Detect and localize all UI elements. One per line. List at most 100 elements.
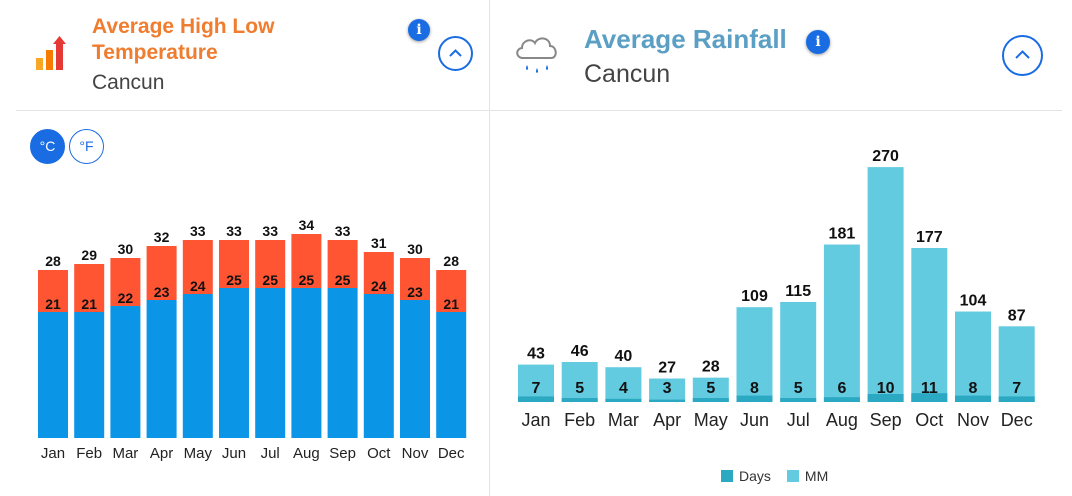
rainfall-days-label: 5 — [575, 380, 584, 397]
low-temp-label: 25 — [335, 272, 351, 288]
rainfall-days-bar — [911, 393, 948, 402]
temperature-panel: Average High Low Temperature Cancun i °C… — [16, 0, 489, 496]
rainfall-mm-label: 43 — [527, 346, 545, 363]
low-temp-bar — [182, 294, 213, 438]
rainfall-mm-bar — [955, 311, 991, 402]
temperature-collapse-button[interactable] — [438, 36, 473, 71]
rainfall-mm-label: 27 — [658, 360, 676, 377]
rainfall-mm-bar — [998, 326, 1035, 402]
rainfall-mm-label: 115 — [785, 283, 811, 300]
month-label: Oct — [367, 445, 391, 462]
month-label: Sep — [329, 445, 356, 462]
fahrenheit-toggle[interactable]: °F — [69, 129, 104, 164]
month-label: Apr — [653, 410, 681, 430]
month-label: Aug — [826, 410, 858, 430]
high-temp-label: 28 — [45, 253, 61, 269]
high-temp-label: 30 — [118, 241, 134, 257]
rainfall-days-bar — [605, 398, 642, 402]
rainfall-mm-label: 104 — [960, 293, 987, 310]
celsius-toggle[interactable]: °C — [30, 129, 65, 164]
low-temp-label: 25 — [226, 272, 242, 288]
month-label: Feb — [76, 445, 102, 462]
low-temp-bar — [291, 288, 322, 438]
low-temp-label: 21 — [45, 296, 61, 312]
temperature-chart: 28 21 Jan 29 21 Feb 30 22 Mar 32 23 Apr 33 24 May 33 25 J… — [38, 217, 467, 462]
rainfall-days-bar — [692, 398, 729, 402]
rainfall-days-label: 6 — [837, 380, 846, 397]
month-label: Jun — [740, 410, 769, 430]
rainfall-mm-bar — [518, 364, 554, 402]
legend-days-swatch — [721, 470, 733, 482]
temperature-location: Cancun — [92, 71, 165, 94]
rainfall-days-label: 8 — [969, 380, 978, 397]
legend-mm-label: MM — [804, 468, 829, 484]
rainfall-days-label: 4 — [619, 380, 628, 397]
rainfall-days-bar — [649, 399, 686, 402]
temperature-title: Average High Low Temperature — [92, 15, 275, 64]
high-temp-bar — [436, 270, 467, 312]
high-temp-bar — [291, 234, 322, 288]
rainfall-mm-label: 270 — [872, 148, 899, 165]
low-temp-label: 21 — [81, 296, 97, 312]
rainfall-mm-label: 177 — [916, 229, 943, 246]
month-label: Oct — [915, 410, 943, 430]
month-label: Jan — [41, 445, 65, 462]
high-temp-label: 32 — [154, 229, 170, 245]
low-temp-bar — [400, 300, 430, 438]
rainfall-days-label: 11 — [921, 380, 938, 397]
rainfall-mm-bar — [649, 378, 686, 402]
rainfall-days-bar — [998, 396, 1035, 402]
rainfall-days-bar — [955, 395, 991, 402]
rain-cloud-icon — [516, 37, 557, 73]
high-temp-bar — [38, 270, 68, 312]
high-temp-bar — [182, 240, 213, 294]
low-temp-bar — [363, 294, 394, 438]
high-temp-bar — [400, 258, 430, 300]
month-label: Dec — [1001, 410, 1033, 430]
low-temp-bar — [219, 288, 249, 438]
low-temp-bar — [110, 306, 141, 438]
rainfall-days-label: 10 — [877, 380, 895, 397]
month-label: Aug — [293, 445, 320, 462]
legend-mm-swatch — [786, 470, 799, 482]
high-temp-label: 28 — [443, 253, 459, 269]
high-temp-label: 31 — [371, 235, 387, 251]
rainfall-days-bar — [561, 398, 598, 402]
low-temp-bar — [74, 312, 105, 438]
high-temp-label: 30 — [407, 241, 423, 257]
high-temp-label: 34 — [299, 217, 315, 233]
chevron-up-icon — [1015, 50, 1030, 59]
high-temp-label: 33 — [190, 223, 206, 239]
temperature-bars-icon — [36, 36, 66, 70]
high-temp-bar — [255, 240, 286, 288]
rainfall-mm-bar — [867, 167, 904, 402]
rainfall-panel: Average Rainfall Cancun i 43 7 Jan 46 5 Feb 40… — [489, 0, 1062, 496]
month-label: May — [694, 410, 728, 430]
high-temp-bar — [146, 246, 177, 300]
month-label: Apr — [150, 445, 173, 462]
low-temp-label: 25 — [299, 272, 315, 288]
rainfall-collapse-button[interactable] — [1002, 35, 1043, 76]
rainfall-days-label: 5 — [794, 380, 803, 397]
month-label: Jul — [261, 445, 280, 462]
low-temp-label: 24 — [371, 278, 387, 294]
high-temp-bar — [74, 264, 105, 312]
low-temp-bar — [146, 300, 177, 438]
chevron-up-icon — [449, 49, 462, 57]
rainfall-location: Cancun — [584, 60, 671, 88]
month-label: Nov — [957, 410, 989, 430]
rainfall-mm-bar — [780, 301, 817, 402]
rainfall-mm-bar — [605, 367, 642, 402]
rainfall-days-bar — [518, 396, 554, 402]
rainfall-title: Average Rainfall — [584, 24, 787, 54]
rainfall-days-label: 3 — [663, 380, 672, 397]
low-temp-bar — [436, 312, 467, 438]
low-temp-label: 24 — [190, 278, 206, 294]
rainfall-mm-label: 109 — [741, 288, 768, 305]
rainfall-info-button[interactable]: i — [806, 30, 830, 54]
rainfall-days-label: 7 — [1012, 380, 1021, 397]
rainfall-mm-label: 181 — [829, 226, 856, 243]
temperature-info-button[interactable]: i — [408, 19, 430, 41]
high-temp-bar — [363, 252, 394, 294]
low-temp-label: 21 — [443, 296, 459, 312]
